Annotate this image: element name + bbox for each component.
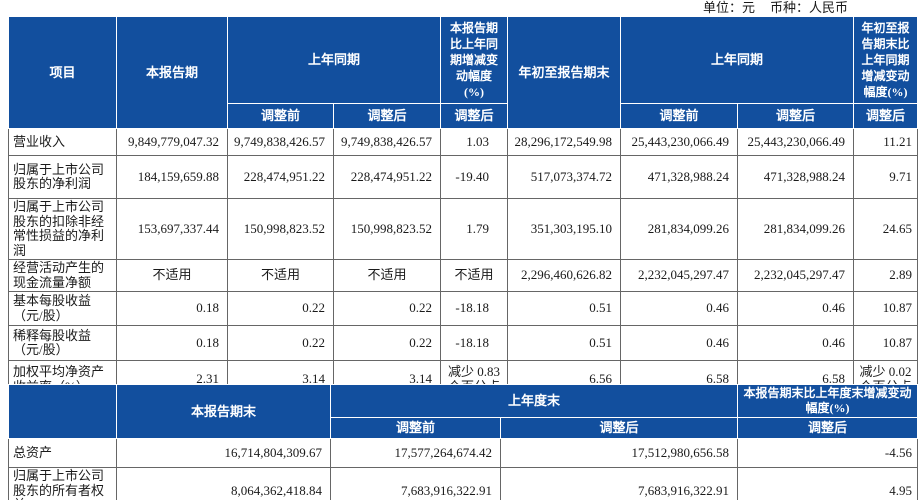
cell-after: 7,683,916,322.91 bbox=[499, 467, 739, 500]
cell-ytd-after: 2,232,045,297.47 bbox=[737, 259, 855, 292]
unit-currency-line: 单位：元 币种：人民币 bbox=[703, 0, 848, 15]
cell-change: 4.95 bbox=[737, 467, 919, 500]
header-period-end-change: 本报告期末比上年度末增减变动 幅度(%) bbox=[737, 384, 919, 418]
cell-current: 不适用 bbox=[116, 259, 228, 292]
header-prior-year-end: 上年度末 bbox=[329, 384, 739, 418]
subheader-after-adjust-ytd-change: 调整后 bbox=[853, 103, 919, 129]
cell-ytd: 0.51 bbox=[507, 291, 622, 326]
table-row-revenue: 营业收入 9,849,779,047.32 9,749,838,426.57 9… bbox=[8, 128, 919, 156]
cell-before: 17,577,264,674.42 bbox=[330, 438, 501, 468]
cell-current: 9,849,779,047.32 bbox=[116, 128, 228, 156]
cell-change: -4.56 bbox=[737, 438, 919, 468]
cell-ytd-after: 0.46 bbox=[737, 325, 855, 361]
quarterly-financials-table: 项目 本报告期 上年同期 本报告期 比上年同 期增减变 动幅度 (%) 年初至报… bbox=[8, 16, 919, 399]
cell-ytd-after: 471,328,988.24 bbox=[737, 155, 855, 199]
row-label: 营业收入 bbox=[8, 128, 117, 156]
row-label: 归属于上市公司股东的净利润 bbox=[8, 155, 117, 199]
cell-ytd: 2,296,460,626.82 bbox=[507, 259, 622, 292]
row-label: 稀释每股收益（元/股） bbox=[8, 325, 117, 361]
header-current-period-end: 本报告期末 bbox=[116, 384, 331, 439]
table-row-operating-cash-flow: 经营活动产生的现金流量净额 不适用 不适用 不适用 不适用 2,296,460,… bbox=[8, 259, 919, 292]
subheader-before-adjust: 调整前 bbox=[227, 103, 334, 129]
header-prior-year-same-period-ytd: 上年同期 bbox=[620, 16, 855, 104]
table-row-basic-eps: 基本每股收益（元/股） 0.18 0.22 0.22 -18.18 0.51 0… bbox=[8, 291, 919, 326]
header-prior-year-same-period: 上年同期 bbox=[226, 16, 442, 104]
row-label: 经营活动产生的现金流量净额 bbox=[8, 259, 117, 292]
cell-current: 153,697,337.44 bbox=[116, 198, 228, 260]
table-row-owners-equity: 归属于上市公司股东的所有者权益 8,064,362,418.84 7,683,9… bbox=[8, 467, 919, 500]
table-row-net-profit-excl-nonrecurring: 归属于上市公司股东的扣除非经常性损益的净利润 153,697,337.44 15… bbox=[8, 198, 919, 260]
cell-change: -18.18 bbox=[440, 325, 509, 361]
table-row-total-assets: 总资产 16,714,804,309.67 17,577,264,674.42 … bbox=[8, 438, 919, 468]
cell-py-before: 0.22 bbox=[227, 325, 334, 361]
header-item: 项目 bbox=[8, 16, 117, 129]
cell-py-before: 不适用 bbox=[227, 259, 334, 292]
corner-cell bbox=[8, 384, 117, 439]
cell-py-after: 不适用 bbox=[332, 259, 442, 292]
cell-ytd-before: 471,328,988.24 bbox=[620, 155, 739, 199]
cell-before: 7,683,916,322.91 bbox=[330, 467, 501, 500]
cell-py-after: 228,474,951.22 bbox=[332, 155, 442, 199]
header-current-period: 本报告期 bbox=[116, 16, 228, 129]
cell-ytd-before: 0.46 bbox=[620, 325, 739, 361]
cell-ytd-before: 25,443,230,066.49 bbox=[620, 128, 739, 156]
cell-ytd: 351,303,195.10 bbox=[507, 198, 622, 260]
currency-label: 币种：人民币 bbox=[769, 0, 848, 15]
cell-current: 0.18 bbox=[116, 291, 228, 326]
row-label: 归属于上市公司股东的所有者权益 bbox=[8, 467, 117, 500]
cell-py-after: 9,749,838,426.57 bbox=[332, 128, 442, 156]
header-ytd-change: 年初至报 告期末比 上年同期 增减变动 幅度(%) bbox=[853, 16, 919, 104]
unit-label: 单位：元 bbox=[702, 0, 755, 15]
cell-ytd-after: 25,443,230,066.49 bbox=[737, 128, 855, 156]
header-ytd: 年初至报告期末 bbox=[507, 16, 622, 129]
cell-ytd-before: 281,834,099.26 bbox=[620, 198, 739, 260]
row-label: 归属于上市公司股东的扣除非经常性损益的净利润 bbox=[8, 198, 117, 260]
subheader-before-adjust-t2: 调整前 bbox=[330, 417, 501, 439]
cell-ytd-change: 10.87 bbox=[853, 291, 919, 326]
cell-py-before: 228,474,951.22 bbox=[227, 155, 334, 199]
subheader-after-adjust-change: 调整后 bbox=[440, 103, 509, 129]
cell-py-before: 0.22 bbox=[227, 291, 334, 326]
cell-current: 16,714,804,309.67 bbox=[116, 438, 331, 468]
cell-ytd: 28,296,172,549.98 bbox=[507, 128, 622, 156]
cell-py-before: 150,998,823.52 bbox=[227, 198, 334, 260]
cell-ytd-before: 0.46 bbox=[620, 291, 739, 326]
cell-py-before: 9,749,838,426.57 bbox=[227, 128, 334, 156]
cell-change: 1.03 bbox=[440, 128, 509, 156]
cell-ytd-after: 281,834,099.26 bbox=[737, 198, 855, 260]
cell-ytd: 517,073,374.72 bbox=[507, 155, 622, 199]
subheader-before-adjust-ytd: 调整前 bbox=[620, 103, 739, 129]
cell-ytd-change: 10.87 bbox=[853, 325, 919, 361]
table-row-diluted-eps: 稀释每股收益（元/股） 0.18 0.22 0.22 -18.18 0.51 0… bbox=[8, 325, 919, 361]
row-label: 基本每股收益（元/股） bbox=[8, 291, 117, 326]
cell-ytd-change: 24.65 bbox=[853, 198, 919, 260]
cell-ytd-change: 2.89 bbox=[853, 259, 919, 292]
subheader-after-adjust-ytd: 调整后 bbox=[737, 103, 855, 129]
row-label: 总资产 bbox=[8, 438, 117, 468]
cell-ytd: 0.51 bbox=[507, 325, 622, 361]
cell-ytd-after: 0.46 bbox=[737, 291, 855, 326]
cell-ytd-before: 2,232,045,297.47 bbox=[620, 259, 739, 292]
cell-ytd-change: 9.71 bbox=[853, 155, 919, 199]
cell-change: -19.40 bbox=[440, 155, 509, 199]
cell-after: 17,512,980,656.58 bbox=[499, 438, 739, 468]
cell-py-after: 0.22 bbox=[332, 325, 442, 361]
cell-change: 不适用 bbox=[440, 259, 509, 292]
header-period-change: 本报告期 比上年同 期增减变 动幅度 (%) bbox=[440, 16, 509, 104]
cell-change: 1.79 bbox=[440, 198, 509, 260]
balance-items-table: 本报告期末 上年度末 本报告期末比上年度末增减变动 幅度(%) 调整前 调整后 … bbox=[8, 384, 919, 500]
cell-current: 0.18 bbox=[116, 325, 228, 361]
cell-py-after: 150,998,823.52 bbox=[332, 198, 442, 260]
cell-current: 184,159,659.88 bbox=[116, 155, 228, 199]
cell-py-after: 0.22 bbox=[332, 291, 442, 326]
cell-current: 8,064,362,418.84 bbox=[116, 467, 331, 500]
table-row-net-profit: 归属于上市公司股东的净利润 184,159,659.88 228,474,951… bbox=[8, 155, 919, 199]
cell-change: -18.18 bbox=[440, 291, 509, 326]
subheader-after-adjust-t2-change: 调整后 bbox=[737, 417, 919, 439]
cell-ytd-change: 11.21 bbox=[853, 128, 919, 156]
subheader-after-adjust: 调整后 bbox=[332, 103, 442, 129]
subheader-after-adjust-t2: 调整后 bbox=[499, 417, 739, 439]
